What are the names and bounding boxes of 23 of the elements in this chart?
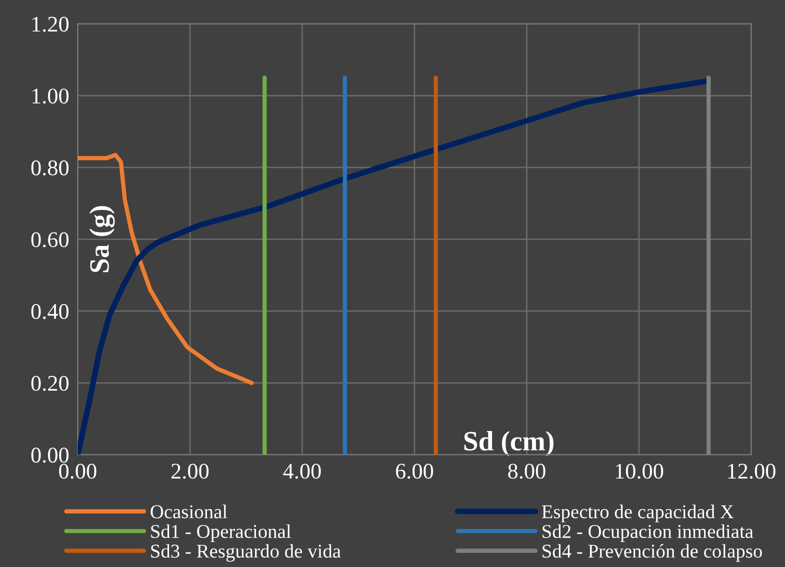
x-tick-label: 0.00 — [59, 464, 96, 479]
y-tick-label: 0.40 — [31, 304, 69, 320]
legend-label: Sd4 - Prevención de colapso — [542, 544, 762, 562]
y-tick-label: 1.00 — [32, 88, 69, 104]
legend-label: Sd3 - Resguardo de vida — [151, 544, 341, 562]
legend-label: Espectro de capacidad X — [542, 504, 734, 522]
x-tick-label: 10.00 — [616, 464, 664, 479]
x-tick-label: 6.00 — [396, 464, 434, 479]
x-tick-label: 8.00 — [508, 464, 546, 479]
y-tick-label: 0.00 — [31, 448, 69, 463]
y-tick-label: 0.20 — [31, 376, 69, 391]
line-series — [78, 152, 254, 385]
x-tick-label: 12.00 — [728, 464, 776, 479]
y-tick-label: 1.20 — [32, 16, 69, 32]
legend-label: Ocasional — [150, 504, 228, 518]
x-axis-title: Sd (cm) — [464, 431, 554, 456]
legend-label: Sd1 - Operacional — [151, 524, 291, 542]
x-tick-label: 4.00 — [283, 464, 321, 479]
legend-label: Sd2 - Ocupacion inmediata — [542, 524, 754, 542]
y-tick-label: 0.80 — [31, 160, 69, 176]
y-axis-title: Sa (g) — [89, 206, 115, 272]
y-tick-label: 0.60 — [31, 232, 69, 248]
x-tick-label: 2.00 — [172, 464, 209, 479]
